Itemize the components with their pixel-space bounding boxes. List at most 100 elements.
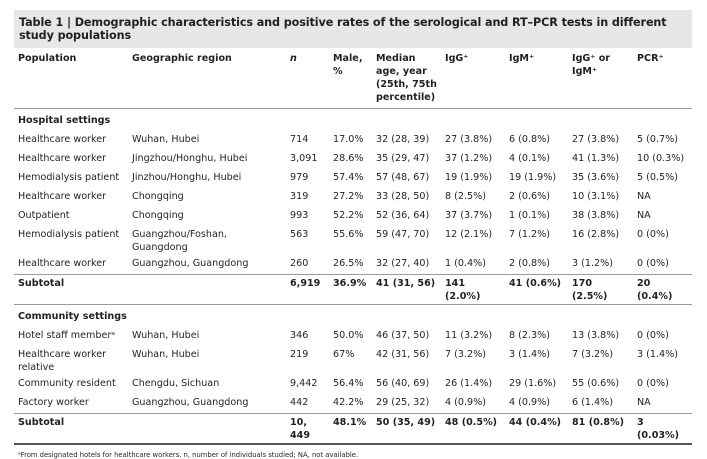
cell: 29 (1.6%) [509,378,557,389]
cell: 42.2% [333,397,364,408]
subtotal-cell: 170 (2.5%) [568,274,633,305]
cell: 4 (0.9%) [445,397,487,408]
cell: 32 (27, 40) [376,258,430,269]
cell: Healthcare worker [18,134,107,145]
column-header: IgM⁺ [505,48,568,109]
data-row: Healthcare worker Jingzhou/Honghu, Hubei 3… [14,150,692,169]
data-row: Factory worker Guangzhou, Guangdong 442 42.… [14,394,692,414]
cell: 3,091 [290,153,318,164]
cell: 1 (0.1%) [509,210,551,221]
subtotal-cell: 141 (2.0%) [441,274,505,305]
cell: 260 [290,258,309,269]
empty-cell [128,413,286,444]
cell: 37 (1.2%) [445,153,493,164]
cell: 16 (2.8%) [572,229,620,240]
cell: Guangzhou, Guangdong [132,258,249,269]
cell: 3 (1.2%) [572,258,614,269]
cell: 35 (3.6%) [572,172,620,183]
subtotal-label: Subtotal [14,413,128,444]
subtotal-cell: 50 (35, 49) [372,413,441,444]
cell: 37 (3.7%) [445,210,493,221]
section-heading: Hospital settings [18,115,111,126]
subtotal-row: Subtotal 6,919 36.9% 41 (31, 56) 141 (2.0%) 4… [14,274,692,305]
cell: 6 (0.8%) [509,134,551,145]
cell: Wuhan, Hubei [132,134,200,145]
cell: Healthcare worker [18,191,107,202]
cell: 0 (0%) [637,229,669,240]
cell: 8 (2.3%) [509,330,551,341]
footnote: ᵃFrom designated hotels for healthcare w… [14,444,692,459]
cell: 52.2% [333,210,364,221]
cell: 563 [290,229,309,240]
cell: Healthcare worker [18,258,107,269]
cell: 26 (1.4%) [445,378,493,389]
cell: 2 (0.6%) [509,191,551,202]
subtotal-cell: 48 (0.5%) [441,413,505,444]
cell: 7 (3.2%) [572,349,614,360]
cell: 0 (0%) [637,378,669,389]
data-row: Outpatient Chongqing 993 52.2% 52 (36, 64) 37… [14,207,692,226]
subtotal-cell: 44 (0.4%) [505,413,568,444]
cell: 67% [333,349,355,360]
cell: Chengdu, Sichuan [132,378,220,389]
data-row: Community resident Chengdu, Sichuan 9,442 5… [14,375,692,394]
cell: 55 (0.6%) [572,378,620,389]
cell: 0 (0%) [637,258,669,269]
section-heading: Community settings [18,311,127,322]
cell: 346 [290,330,309,341]
cell: 13 (3.8%) [572,330,620,341]
data-row: Healthcare worker Wuhan, Hubei 714 17.0% 32 … [14,131,692,150]
cell: Guangzhou/Foshan, Guangdong [132,229,227,253]
cell: Guangzhou, Guangdong [132,397,249,408]
cell: Healthcare worker [18,153,107,164]
cell: 46 (37, 50) [376,330,430,341]
subtotal-cell: 41 (31, 56) [372,274,441,305]
cell: 7 (3.2%) [445,349,487,360]
cell: 1 (0.4%) [445,258,487,269]
cell: 442 [290,397,309,408]
table-body: Hospital settings Healthcare worker Wuhan,… [14,109,692,444]
cell: 319 [290,191,309,202]
cell: 57 (48, 67) [376,172,430,183]
cell: 979 [290,172,309,183]
cell: 9,442 [290,378,318,389]
cell: 41 (1.3%) [572,153,620,164]
cell: 27.2% [333,191,364,202]
cell: Outpatient [18,210,70,221]
cell: 55.6% [333,229,364,240]
cell: 714 [290,134,309,145]
table-title: Table 1 | Demographic characteristics an… [14,10,692,48]
cell: 0 (0%) [637,330,669,341]
cell: Hemodialysis patient [18,172,120,183]
subtotal-cell: 6,919 [286,274,329,305]
cell: 5 (0.5%) [637,172,679,183]
column-header: PCR⁺ [633,48,692,109]
cell: 42 (31, 56) [376,349,430,360]
data-row: Hotel staff memberᵃ Wuhan, Hubei 346 50.0% 4… [14,327,692,346]
cell: 57.4% [333,172,364,183]
cell: Chongqing [132,210,184,221]
cell: NA [637,397,651,408]
cell: 4 (0.1%) [509,153,551,164]
cell: 28.6% [333,153,364,164]
subtotal-row: Subtotal 10, 449 48.1% 50 (35, 49) 48 (0.5%)… [14,413,692,444]
cell: 56 (40, 69) [376,378,430,389]
cell: Wuhan, Hubei [132,349,200,360]
column-header: Population [14,48,128,109]
cell: 10 (3.1%) [572,191,620,202]
cell: 27 (3.8%) [445,134,493,145]
column-header: IgG⁺ or IgM⁺ [568,48,633,109]
column-header: n [286,48,329,109]
cell: 8 (2.5%) [445,191,487,202]
cell: 50.0% [333,330,364,341]
cell: Wuhan, Hubei [132,330,200,341]
cell: 11 (3.2%) [445,330,493,341]
cell: 3 (1.4%) [509,349,551,360]
cell: 993 [290,210,309,221]
cell: Jingzhou/Honghu, Hubei [132,153,248,164]
cell: Hotel staff memberᵃ [18,330,116,341]
cell: Jinzhou/Honghu, Hubei [132,172,242,183]
data-row: Healthcare worker Chongqing 319 27.2% 33 (28… [14,188,692,207]
cell: 4 (0.9%) [509,397,551,408]
cell: Healthcare worker relative [18,349,107,373]
